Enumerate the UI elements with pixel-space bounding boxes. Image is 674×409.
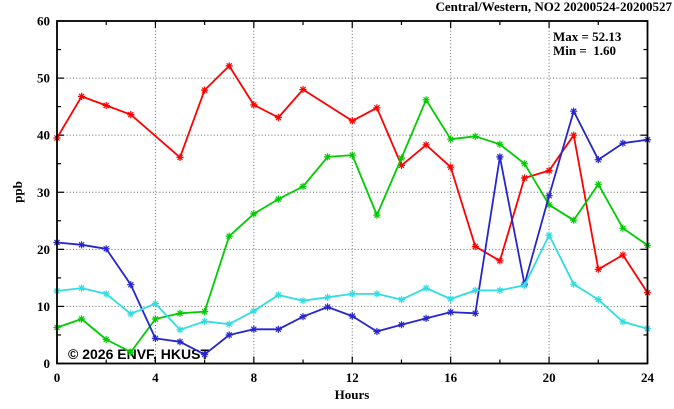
x-axis-label: Hours bbox=[335, 387, 370, 402]
chart-title: Central/Western, NO2 20200524-20200527 bbox=[435, 0, 672, 14]
x-tick-label: 20 bbox=[543, 370, 556, 385]
max-annotation: Max = 52.13 bbox=[553, 29, 622, 44]
x-tick-label: 8 bbox=[251, 370, 258, 385]
y-tick-label: 60 bbox=[37, 14, 50, 29]
y-axis-label: ppb bbox=[10, 181, 25, 203]
x-tick-label: 4 bbox=[152, 370, 159, 385]
y-tick-label: 20 bbox=[37, 242, 50, 257]
plot-border bbox=[56, 20, 649, 365]
x-tick-label: 16 bbox=[444, 370, 458, 385]
gridlines bbox=[57, 21, 648, 364]
x-tick-label: 12 bbox=[346, 370, 359, 385]
y-tick-label: 40 bbox=[37, 128, 50, 143]
watermark-text: © 2026 ENVF, HKUST bbox=[68, 346, 209, 362]
y-tick-label: 10 bbox=[37, 299, 50, 314]
y-tick-label: 0 bbox=[44, 356, 51, 371]
y-tick-labels: 0 10 20 30 40 50 60 bbox=[37, 14, 50, 372]
x-tick-label: 24 bbox=[641, 370, 655, 385]
x-tick-labels: 0 4 8 12 16 20 24 bbox=[54, 370, 655, 385]
x-tick-label: 0 bbox=[54, 370, 61, 385]
min-annotation: Min = 1.60 bbox=[553, 43, 616, 58]
y-tick-label: 50 bbox=[37, 71, 50, 86]
y-tick-label: 30 bbox=[37, 185, 50, 200]
